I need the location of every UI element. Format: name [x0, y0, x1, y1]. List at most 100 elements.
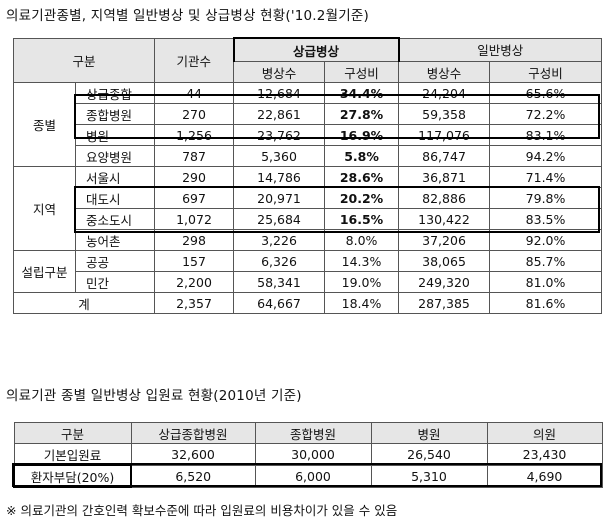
t2-header-hospital: 병원 [370, 422, 488, 444]
table1-title: 의료기관종별, 지역별 일반병상 및 상급병상 현황('10.2월기준) [6, 8, 369, 24]
cell-upper-count: 25,684 [233, 208, 326, 230]
cell-general-count: 36,871 [398, 166, 491, 188]
cell-upper-count: 20,971 [233, 187, 326, 209]
cell-general-ratio: 81.0% [489, 271, 603, 293]
header-upper-count: 병상수 [233, 61, 326, 83]
cell-general-ratio: 92.0% [489, 229, 603, 251]
row-label: 요양병원 [74, 145, 156, 167]
cell-upper-ratio: 8.0% [324, 229, 400, 251]
row-label: 서울시 [74, 166, 156, 188]
group-region: 지역 [13, 166, 76, 251]
row-label: 병원 [74, 124, 156, 146]
cell-general-count: 37,206 [398, 229, 491, 251]
cell-general-count: 59,358 [398, 103, 491, 125]
cell-upper-ratio: 16.5% [324, 208, 400, 230]
cell-value: 6,520 [130, 464, 256, 488]
row-label: 기본입원료 [13, 443, 132, 466]
cell-upper-count: 12,684 [233, 82, 326, 104]
cell-upper-ratio: 5.8% [324, 145, 400, 167]
cell-inst: 44 [154, 82, 235, 104]
cell-upper-ratio: 34.4% [324, 82, 400, 104]
cell-general-count: 86,747 [398, 145, 491, 167]
table-row: 병원 1,256 23,762 16.9% 117,076 83.1% [14, 124, 603, 146]
cell-general-count: 249,320 [398, 271, 491, 293]
table-row: 요양병원 787 5,360 5.8% 86,747 94.2% [14, 145, 603, 167]
table-row: 설립구분 공공 157 6,326 14.3% 38,065 85.7% [13, 250, 603, 293]
table-row: 중소도시 1,072 25,684 16.5% 130,422 83.5% [14, 208, 603, 230]
cell-inst: 1,072 [154, 208, 235, 230]
bed-status-table: 구분 기관수 상급병상 일반병상 병상수 구성비 병상수 구성비 종별 상급종합… [12, 37, 603, 314]
cell-inst: 787 [154, 145, 235, 167]
row-label: 대도시 [74, 187, 156, 209]
cell-general-ratio: 72.2% [489, 103, 603, 125]
header-row-1: 구분 기관수 상급병상 일반병상 [12, 37, 603, 83]
t2-header-general-hospital: 종합병원 [254, 422, 372, 444]
table2-title: 의료기관 종별 일반병상 입원료 현황(2010년 기준) [6, 388, 302, 404]
cell-upper-count: 23,762 [233, 124, 326, 146]
cell-inst: 157 [154, 250, 235, 272]
row-label: 농어촌 [74, 229, 156, 251]
t2-header-category: 구분 [13, 422, 132, 444]
cell-inst: 2,200 [154, 271, 235, 293]
cell-value: 32,600 [130, 443, 256, 466]
admission-fee-table: 구분 상급종합병원 종합병원 병원 의원 기본입원료 32,600 30,000… [13, 422, 603, 488]
header-general-bed: 일반병상 [398, 37, 603, 62]
group-ownership: 설립구분 [13, 250, 76, 293]
cell-general-ratio: 83.1% [489, 124, 603, 146]
header-upper-bed: 상급병상 [232, 37, 400, 62]
row-label: 중소도시 [74, 208, 156, 230]
header-category: 구분 [12, 37, 156, 83]
row-label: 민간 [74, 271, 156, 293]
cell-value: 30,000 [254, 443, 372, 466]
cell-general-ratio: 81.6% [489, 292, 603, 314]
cell-upper-count: 5,360 [233, 145, 326, 167]
table-row: 지역 서울시 290 14,786 28.6% 36,871 71.4% [13, 166, 603, 251]
cell-upper-count: 22,861 [233, 103, 326, 125]
cell-value: 23,430 [486, 443, 603, 466]
header-institutions: 기관수 [154, 37, 235, 83]
cell-inst: 298 [154, 229, 235, 251]
header-general-count: 병상수 [398, 61, 491, 83]
row-label: 상급종합 [74, 82, 156, 104]
table-row: 환자부담(20%) 6,520 6,000 5,310 4,690 [13, 464, 603, 488]
cell-upper-ratio: 18.4% [324, 292, 400, 314]
cell-general-ratio: 71.4% [489, 166, 603, 188]
table-row: 민간 2,200 58,341 19.0% 249,320 81.0% [14, 271, 603, 293]
cell-general-count: 130,422 [398, 208, 491, 230]
table-row: 종별 상급종합 44 12,684 34.4% 24,204 65.6% [13, 82, 603, 167]
cell-upper-count: 14,786 [233, 166, 326, 188]
cell-upper-ratio: 20.2% [324, 187, 400, 209]
cell-general-count: 82,886 [398, 187, 491, 209]
table-row: 대도시 697 20,971 20.2% 82,886 79.8% [14, 187, 603, 209]
cell-value: 6,000 [254, 464, 372, 488]
cell-upper-ratio: 27.8% [324, 103, 400, 125]
cell-general-ratio: 65.6% [489, 82, 603, 104]
cell-inst: 270 [154, 103, 235, 125]
cell-inst: 2,357 [154, 292, 235, 314]
cell-general-count: 38,065 [398, 250, 491, 272]
cell-general-ratio: 94.2% [489, 145, 603, 167]
total-row: 계 2,357 64,667 18.4% 287,385 81.6% [12, 292, 603, 314]
header-general-ratio: 구성비 [489, 61, 603, 83]
group-type: 종별 [13, 82, 76, 167]
row-label: 환자부담(20%) [13, 464, 132, 488]
table-row: 기본입원료 32,600 30,000 26,540 23,430 [13, 443, 603, 466]
t2-header-clinic: 의원 [486, 422, 603, 444]
cell-upper-count: 3,226 [233, 229, 326, 251]
cell-upper-ratio: 14.3% [324, 250, 400, 272]
cell-upper-ratio: 28.6% [324, 166, 400, 188]
table-row: 농어촌 298 3,226 8.0% 37,206 92.0% [14, 229, 603, 251]
cell-value: 5,310 [370, 464, 488, 488]
cell-general-count: 24,204 [398, 82, 491, 104]
cell-inst: 290 [154, 166, 235, 188]
cell-upper-ratio: 19.0% [324, 271, 400, 293]
cell-general-count: 117,076 [398, 124, 491, 146]
table-row: 종합병원 270 22,861 27.8% 59,358 72.2% [14, 103, 603, 125]
cell-general-ratio: 79.8% [489, 187, 603, 209]
t2-header-tertiary: 상급종합병원 [130, 422, 256, 444]
cell-inst: 1,256 [154, 124, 235, 146]
cell-value: 4,690 [486, 464, 603, 488]
cell-general-count: 287,385 [398, 292, 491, 314]
footnote: ※ 의료기관의 간호인력 확보수준에 따라 입원료의 비용차이가 있을 수 있음 [6, 503, 398, 518]
cell-upper-ratio: 16.9% [324, 124, 400, 146]
